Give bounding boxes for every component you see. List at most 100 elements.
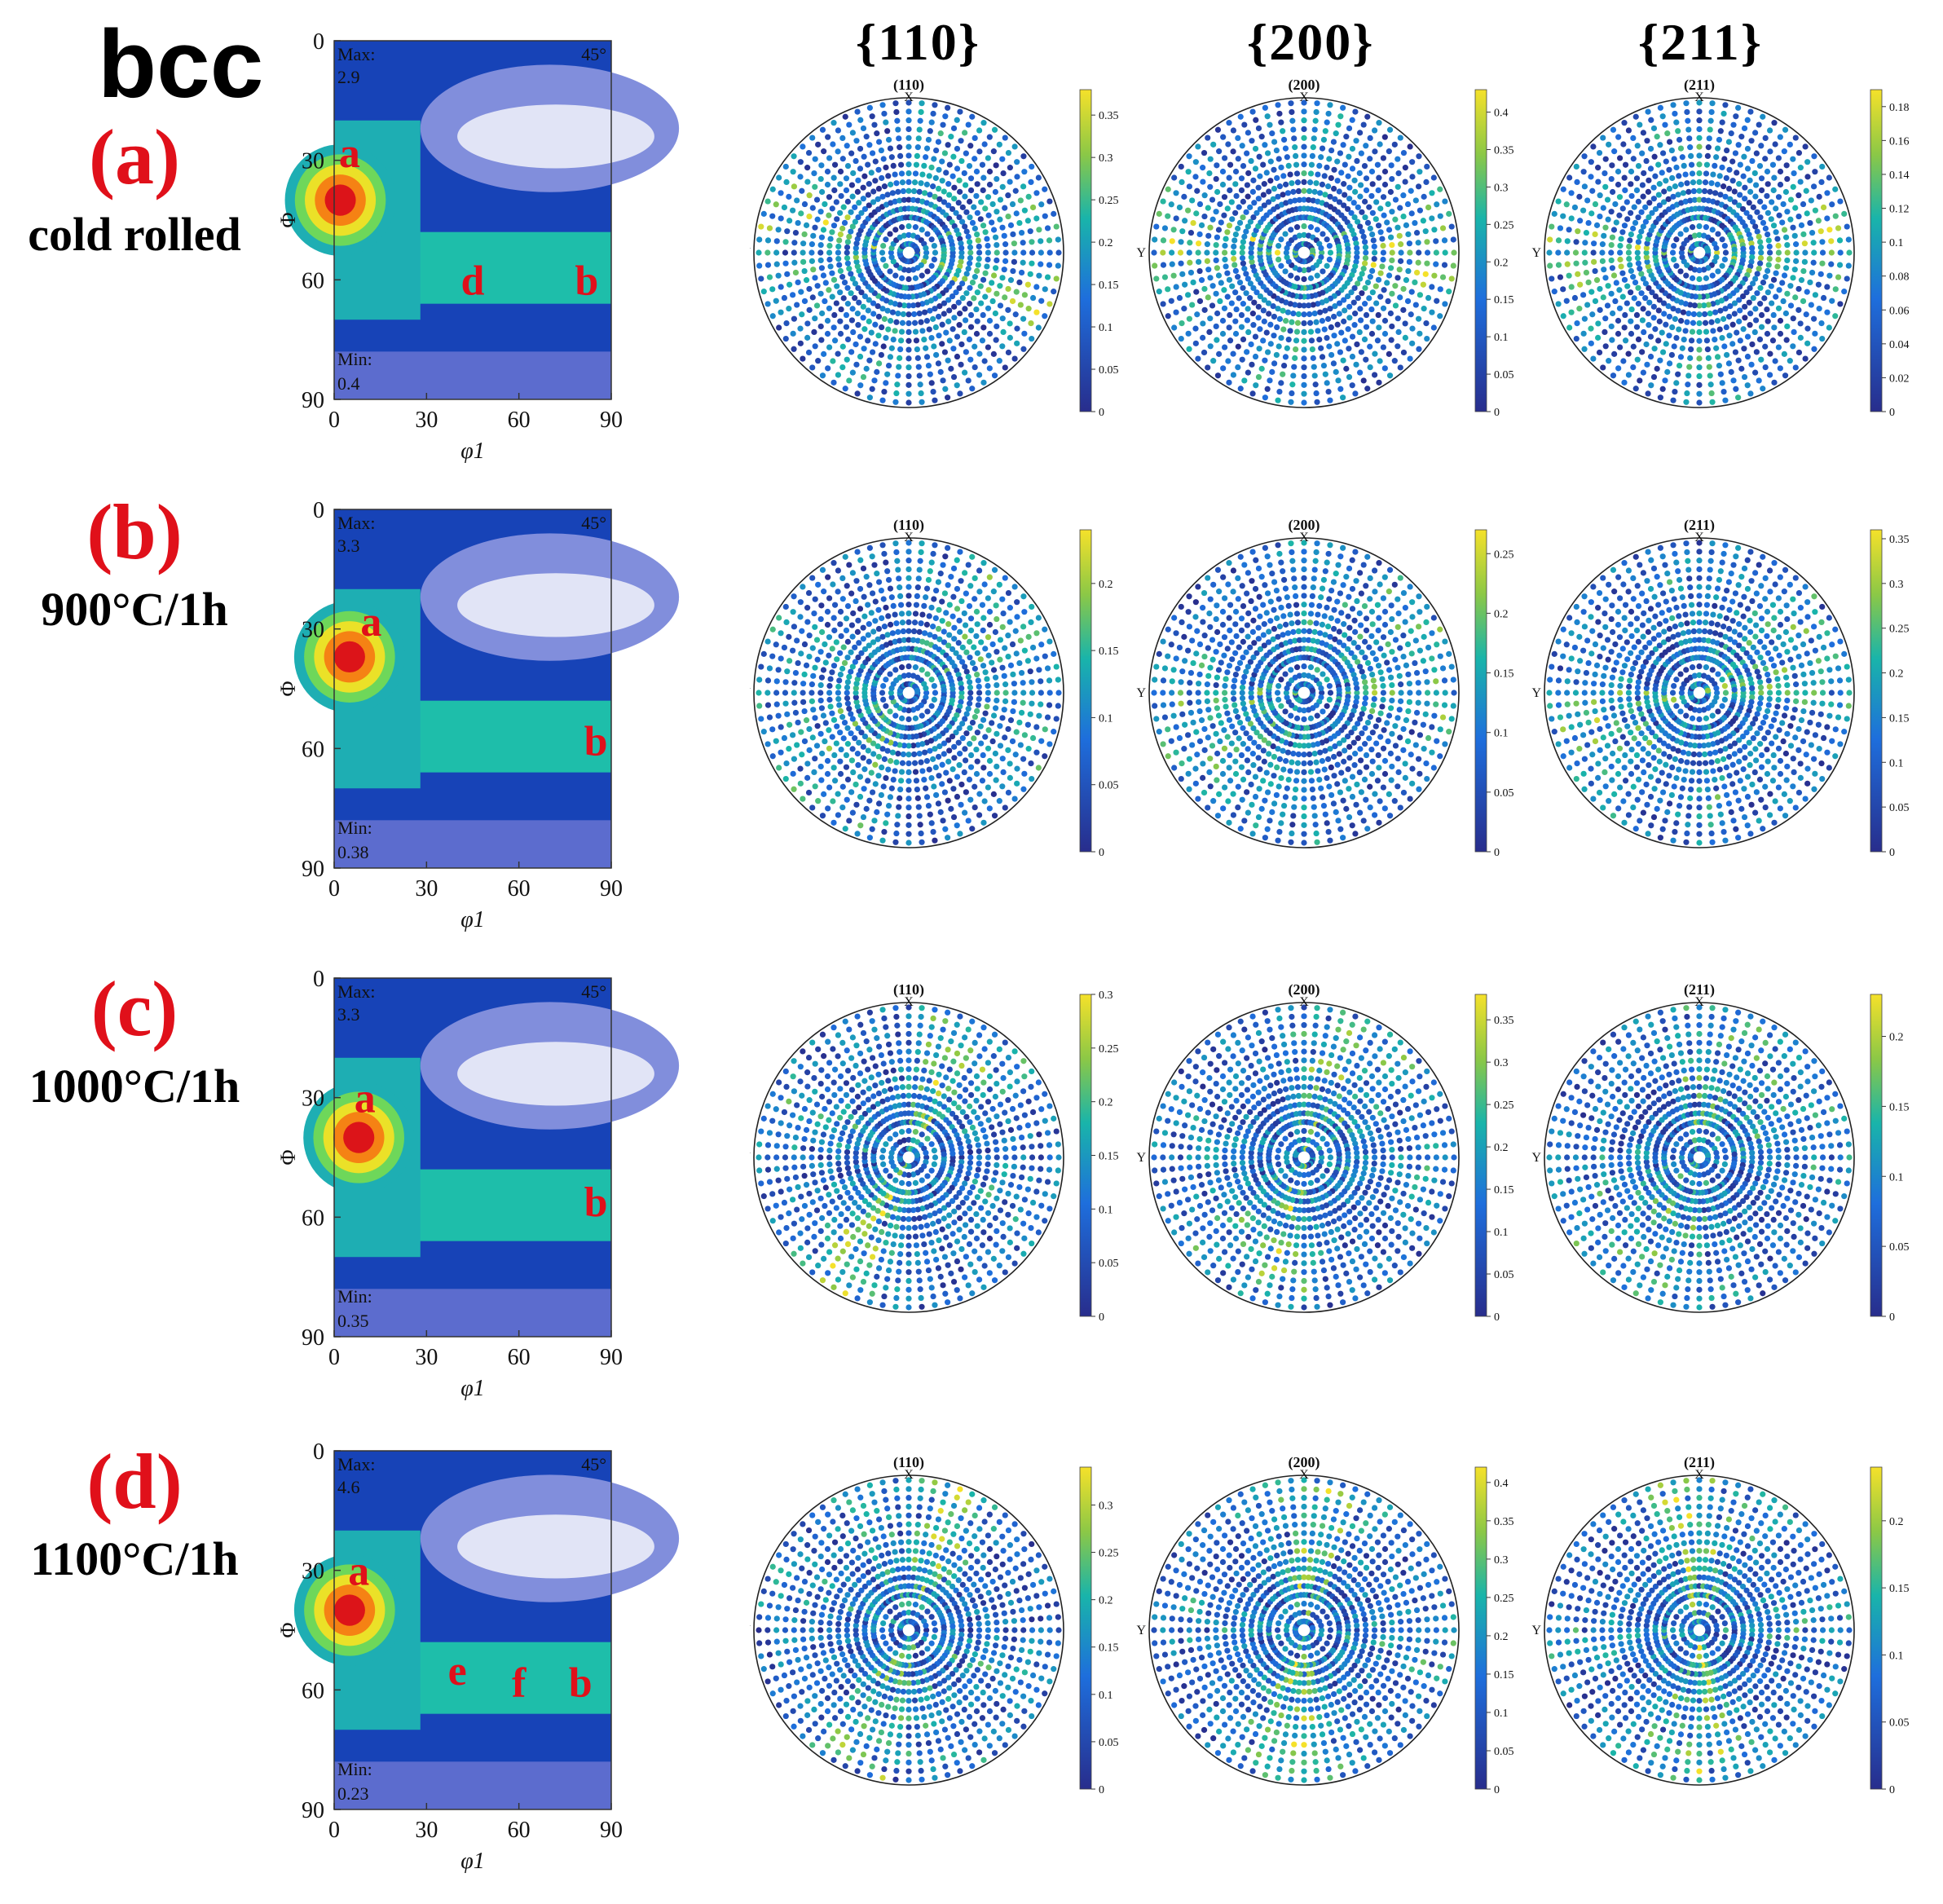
pole-figure-point: [1377, 205, 1384, 212]
pole-figure-point: [1659, 170, 1665, 176]
pole-figure-point: [898, 610, 905, 617]
pole-figure-point: [905, 760, 912, 767]
pole-figure-point: [1619, 205, 1626, 212]
pole-figure-point: [962, 130, 968, 136]
pole-figure-point: [1245, 306, 1251, 312]
pole-figure-point: [1696, 337, 1703, 344]
pole-figure-point: [955, 739, 962, 746]
pole-figure-point: [905, 558, 912, 564]
pole-figure-point: [1307, 170, 1315, 177]
pole-figure-point: [1621, 120, 1628, 126]
pole-figure-point: [1309, 247, 1316, 253]
pole-figure-point: [1341, 181, 1347, 187]
pole-figure-point: [1644, 361, 1650, 368]
pole-figure-point: [976, 148, 983, 155]
pole-figure-point: [1635, 301, 1641, 307]
pole-figure-point: [1637, 377, 1643, 384]
pole-figure-point: [1715, 231, 1721, 237]
pole-figure-point: [819, 188, 826, 196]
pole-figure-point: [1205, 294, 1211, 301]
pole-figure-point: [905, 196, 912, 203]
pole-figure-point: [935, 139, 942, 145]
pole-figure-point: [812, 156, 818, 162]
pole-figure-point: [1703, 170, 1710, 177]
panel-label: (c): [90, 965, 178, 1052]
pole-figure-point: [1678, 200, 1685, 206]
pole-figure-point: [1750, 204, 1756, 210]
pole-figure-point: [1014, 599, 1020, 606]
pole-figure-point: [1349, 117, 1355, 123]
pole-figure-point: [958, 245, 965, 251]
pole-figure-point: [928, 119, 935, 126]
pole-figure-point: [1169, 249, 1175, 256]
pole-figure-point: [1250, 725, 1257, 732]
pole-figure-point: [1315, 301, 1321, 307]
pole-figure-point: [883, 559, 889, 566]
pole-figure-point: [1622, 187, 1628, 194]
pole-figure-point: [866, 621, 872, 628]
pole-figure-point: [878, 147, 884, 154]
pole-figure-point: [1437, 286, 1443, 293]
pole-figure-point: [1301, 196, 1307, 203]
pole-figure-point: [1721, 315, 1727, 322]
pole-figure-point: [855, 177, 861, 183]
pole-figure-point: [1409, 325, 1416, 332]
pole-figure-point: [1601, 267, 1607, 273]
pole-figure-point: [1327, 102, 1333, 108]
odf-frame: [333, 1450, 612, 1810]
pole-figure-point: [1748, 361, 1755, 368]
pole-figure-point: [999, 224, 1006, 231]
pole-figure-point: [812, 224, 818, 231]
pole-figure-point: [760, 289, 767, 295]
pole-figure-point: [1005, 285, 1011, 293]
pole-figure-point: [840, 204, 847, 210]
pole-figure-point: [1828, 261, 1835, 267]
pole-figure-point: [1214, 337, 1220, 343]
pole-figure-point: [1746, 200, 1752, 206]
pole-figure-point: [1762, 343, 1769, 350]
pole-figure-point: [1345, 173, 1351, 179]
pole-figure-point: [1762, 134, 1769, 141]
pole-figure-point: [1282, 758, 1289, 765]
pole-figure-point: [1608, 249, 1615, 256]
pole-figure-point: [1600, 294, 1606, 301]
pole-figure-point: [1359, 711, 1365, 717]
pole-figure-point: [1385, 201, 1391, 208]
pole-figure-point: [818, 777, 825, 783]
pole-figure-point: [819, 566, 826, 573]
pole-figure-point: [914, 687, 921, 694]
pole-figure-point: [1608, 257, 1615, 264]
pole-figure-point: [1696, 99, 1703, 106]
pole-figure-point: [905, 769, 912, 776]
pole-figure-point: [1389, 241, 1395, 249]
pole-figure-point: [967, 741, 973, 747]
pole-figure-point: [915, 364, 922, 370]
pole-figure-point: [1752, 182, 1760, 188]
pole-figure-point: [899, 619, 906, 626]
pole-figure-point: [1675, 307, 1681, 314]
pole-figure-point: [875, 625, 883, 632]
pole-figure-point: [1207, 315, 1214, 322]
pole-figure-point: [1644, 240, 1650, 247]
pole-figure-point: [831, 174, 837, 181]
pole-figure-point: [794, 197, 800, 204]
pole-figure-point: [945, 642, 952, 649]
pole-figure-point: [967, 214, 973, 221]
pole-figure-point: [1287, 301, 1293, 307]
pole-figure-point: [936, 636, 943, 642]
pole-figure-point: [833, 740, 839, 747]
pole-figure-point: [1227, 311, 1233, 319]
pole-figure-point: [996, 141, 1002, 148]
pole-figure-point: [1248, 157, 1254, 165]
pole-figure-point: [1420, 218, 1426, 224]
pole-figure-point: [1826, 324, 1832, 331]
pole-figure-point: [957, 703, 963, 710]
pole-figure-point: [1672, 110, 1678, 117]
pole-figure-point: [1319, 690, 1325, 696]
odf-x-tick-label: 60: [508, 1345, 531, 1370]
pole-figure-point: [945, 104, 951, 111]
pole-figure-point: [1364, 113, 1371, 120]
pole-figure-point: [1389, 290, 1395, 297]
pole-figure-point: [980, 627, 986, 634]
pole-figure-point: [1224, 205, 1231, 212]
